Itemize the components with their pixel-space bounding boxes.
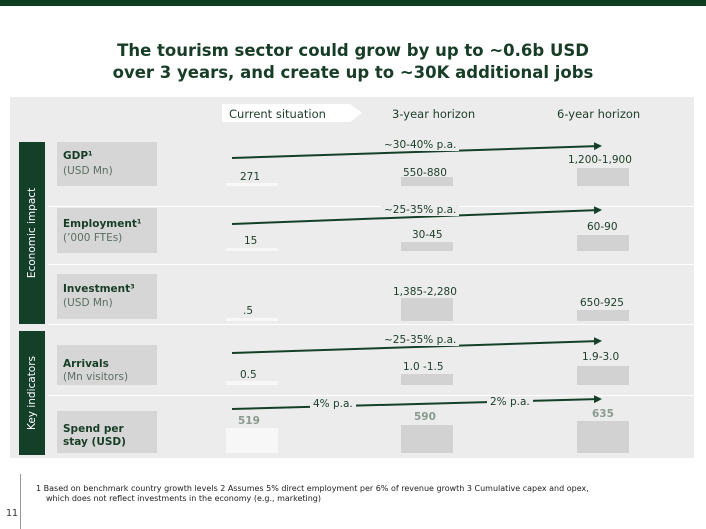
arrivals-three-value: 1.0 -1.5 [403, 361, 444, 373]
spend-three-bar [401, 425, 453, 453]
gdp-three-bar [401, 177, 453, 186]
employment-label: Employment¹ [63, 218, 142, 230]
row-label-arrivals: Arrivals (Mn visitors) [57, 345, 157, 385]
footer-divider [20, 474, 21, 529]
spend-six-value: 635 [592, 408, 614, 420]
employment-three-bar [401, 242, 453, 251]
row-label-spend: Spend per stay (USD) [57, 411, 157, 453]
spend-growth-label-a: 4% p.a. [310, 398, 356, 410]
header-current: Current situation [229, 107, 326, 121]
economic-impact-label: Economic impact [26, 187, 38, 279]
header-three-year: 3-year horizon [392, 107, 476, 121]
header-six-year: 6-year horizon [557, 107, 641, 121]
gdp-current-bar [226, 183, 278, 186]
employment-growth-label: ~25-35% p.a. [381, 204, 460, 216]
investment-three-value: 1,385-2,280 [393, 286, 457, 298]
row-label-employment: Employment¹ (’000 FTEs) [57, 208, 157, 253]
key-indicators-label: Key indicators [26, 355, 38, 431]
page-number: 11 [6, 508, 19, 519]
gdp-current-value: 271 [240, 171, 261, 183]
employment-current-value: 15 [244, 235, 258, 247]
spend-current-value: 519 [238, 415, 260, 427]
gdp-six-bar [577, 168, 629, 186]
arrivals-current-value: 0.5 [240, 369, 257, 381]
row-separator [48, 264, 694, 265]
top-brand-bar [0, 0, 706, 6]
arrivals-growth-label: ~25-35% p.a. [381, 334, 460, 346]
employment-current-bar [226, 248, 278, 251]
gdp-six-value: 1,200-1,900 [568, 154, 632, 166]
spend-label: Spend per [63, 423, 124, 435]
investment-six-bar [577, 310, 629, 321]
gdp-unit: (USD Mn) [63, 165, 113, 177]
footnote-line-2: which does not reflect investments in th… [46, 494, 321, 503]
spend-six-bar [577, 421, 629, 453]
employment-six-value: 60-90 [587, 221, 618, 233]
page-title: The tourism sector could grow by up to ~… [0, 40, 706, 84]
spend-label-2: stay (USD) [63, 436, 126, 448]
investment-current-value: .5 [243, 305, 254, 317]
investment-three-bar [401, 298, 453, 321]
employment-unit: (’000 FTEs) [63, 232, 123, 244]
title-line-2: over 3 years, and create up to ~30K addi… [112, 63, 594, 82]
investment-current-bar [226, 318, 278, 321]
employment-three-value: 30-45 [412, 229, 443, 241]
footnote-line-1: 1 Based on benchmark country growth leve… [36, 484, 589, 493]
spend-three-value: 590 [414, 411, 436, 423]
spend-current-bar [226, 428, 278, 453]
row-label-investment: Investment³ (USD Mn) [57, 274, 157, 319]
investment-label: Investment³ [63, 283, 135, 295]
arrivals-unit: (Mn visitors) [63, 371, 129, 383]
arrivals-label: Arrivals [63, 358, 109, 370]
arrivals-six-value: 1.9-3.0 [582, 351, 620, 363]
key-indicators-bar [19, 331, 45, 455]
row-separator [48, 395, 694, 396]
gdp-label: GDP¹ [63, 150, 93, 162]
title-line-1: The tourism sector could grow by up to ~… [117, 41, 589, 60]
row-label-gdp: GDP¹ (USD Mn) [57, 142, 157, 186]
row-separator [48, 324, 694, 325]
employment-six-bar [577, 235, 629, 251]
gdp-three-value: 550-880 [403, 167, 447, 179]
spend-growth-label-b: 2% p.a. [487, 396, 533, 408]
investment-unit: (USD Mn) [63, 297, 113, 309]
arrivals-six-bar [577, 366, 629, 385]
gdp-growth-label: ~30-40% p.a. [381, 139, 460, 151]
row-separator [48, 206, 694, 207]
economic-impact-bar [19, 142, 45, 324]
investment-six-value: 650-925 [580, 297, 624, 309]
arrivals-current-bar [226, 381, 278, 385]
current-header-arrow [222, 104, 350, 122]
footnote: 1 Based on benchmark country growth leve… [36, 484, 696, 504]
arrivals-three-bar [401, 374, 453, 385]
